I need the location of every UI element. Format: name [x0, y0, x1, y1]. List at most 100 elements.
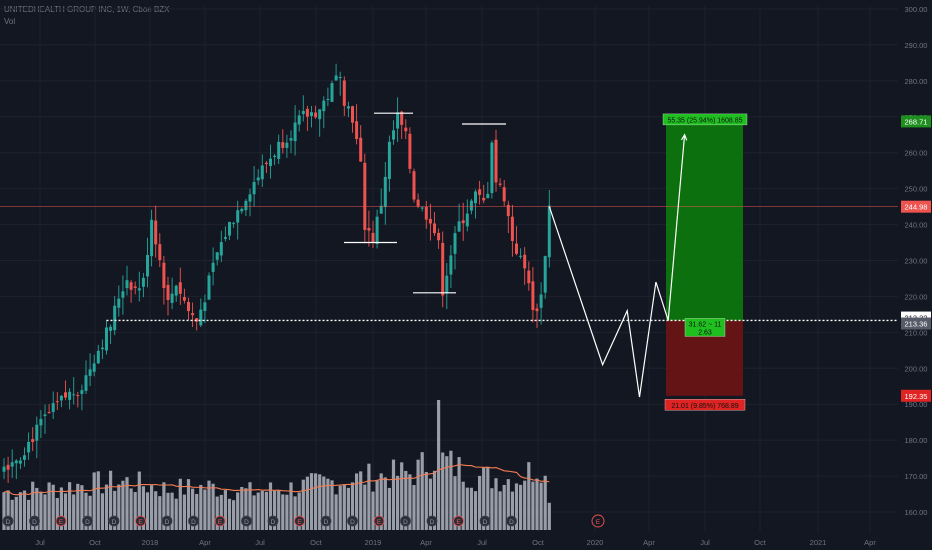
volume-bar: [363, 484, 367, 530]
volume-bar: [47, 482, 51, 530]
candle-body: [203, 302, 207, 311]
candle-body: [416, 199, 420, 207]
candle-body: [43, 414, 47, 417]
price-tick-label: 220.00: [905, 292, 928, 301]
time-tick-label: Oct: [754, 538, 767, 547]
annotations: 55.35 (25.94%) 1608.85 31.62 ~ 112.63 21.0…: [0, 112, 898, 411]
volume-bar: [535, 478, 539, 530]
candle-body: [400, 111, 404, 125]
volume-bar: [186, 479, 191, 530]
event-marker-label: D: [6, 519, 11, 526]
volume-bar: [355, 473, 359, 530]
candle-body: [59, 395, 63, 401]
candle-body: [158, 244, 162, 261]
event-marker-label: E: [218, 519, 223, 526]
volume-bar: [268, 482, 273, 530]
candle-body: [334, 75, 338, 81]
volume-bar: [412, 485, 416, 530]
dividend-marker: [506, 515, 517, 527]
candle-body: [515, 243, 518, 254]
volume-bar: [59, 487, 63, 530]
risk-reward-label: 2.63: [698, 329, 712, 336]
volume-bar: [88, 495, 92, 530]
volume-bar: [273, 490, 277, 530]
volume-bar: [396, 475, 400, 530]
volume-bar: [92, 472, 96, 530]
volume-bar: [22, 490, 27, 530]
candle-body: [469, 200, 473, 211]
current-price-tag: 244.98: [905, 203, 928, 212]
volume-bar: [252, 495, 256, 530]
price-tick-label: 250.00: [905, 185, 928, 194]
candle-body: [342, 80, 346, 106]
volume-bar: [256, 492, 260, 530]
entry-alt-price-tag: 213.36: [905, 320, 928, 329]
entry-alt-price-tag-bg: [901, 317, 931, 330]
dividend-marker: [426, 515, 438, 527]
candle-body: [170, 293, 174, 303]
candle-body: [355, 121, 359, 139]
volume-bar: [482, 467, 486, 530]
loss-label-box: [664, 399, 746, 411]
stop-price-tag-bg: [901, 389, 931, 402]
volume-bar: [211, 483, 215, 530]
time-tick-label: Jul: [255, 538, 265, 547]
volume-bar: [457, 457, 461, 530]
volume-bar: [367, 463, 371, 530]
candle-body: [211, 262, 215, 272]
candle-body: [195, 318, 199, 322]
event-marker-label: D: [191, 519, 196, 526]
volume-bar: [100, 493, 104, 530]
candle-body: [404, 127, 408, 132]
dividend-marker: [479, 515, 491, 527]
candle-body: [64, 392, 67, 398]
candle-body: [322, 100, 326, 112]
time-tick-label: 2019: [365, 538, 382, 547]
candle-body: [18, 460, 22, 464]
dividend-marker: [267, 515, 279, 527]
volume-bar: [309, 473, 314, 530]
volume-bar: [387, 487, 391, 530]
candle-body: [68, 391, 72, 400]
candle-body: [482, 197, 486, 201]
event-marker-label: D: [112, 519, 117, 526]
volume-bar: [80, 485, 84, 530]
candle-body: [465, 213, 469, 227]
volume-bar: [27, 499, 31, 530]
candle-body: [174, 285, 178, 296]
candle-body: [150, 219, 154, 257]
volume-bar: [437, 400, 441, 530]
candle-body: [474, 191, 477, 204]
volume-bar: [191, 488, 195, 530]
volume-bar: [510, 491, 514, 530]
volume-bar: [72, 494, 76, 530]
time-axis[interactable]: Jul Oct 2018 Apr Jul Oct 2019 Apr Jul Oct 2020 Apr J…: [35, 538, 876, 547]
volume-bar: [428, 478, 432, 530]
candle-body: [109, 326, 113, 331]
candle-body: [506, 204, 510, 217]
candle-body: [539, 294, 543, 308]
price-axis-bg: [900, 0, 932, 550]
candle-body: [371, 232, 375, 243]
candle-body: [437, 232, 441, 241]
candle-body: [519, 255, 523, 257]
candle-body: [88, 369, 92, 376]
dividend-marker: [29, 515, 40, 527]
candle-body: [84, 375, 88, 391]
volume-bar: [375, 480, 379, 530]
event-marker-label: D: [165, 519, 170, 526]
price-tick-label: 170.00: [905, 472, 928, 481]
price-axis[interactable]: 160.00 170.00 180.00 190.00 200.00 210.00 220.…: [900, 0, 932, 550]
volume-bar: [244, 488, 248, 530]
volume-bar: [359, 471, 363, 530]
candle-body: [96, 350, 100, 364]
event-marker-label: E: [138, 519, 143, 526]
time-tick-label: 2018: [142, 538, 159, 547]
time-tick-label: Apr: [643, 538, 655, 547]
volume-bar: [223, 490, 227, 530]
volume-bar: [314, 473, 318, 530]
price-tick-label: 230.00: [905, 257, 928, 266]
event-marker-label: D: [324, 519, 329, 526]
